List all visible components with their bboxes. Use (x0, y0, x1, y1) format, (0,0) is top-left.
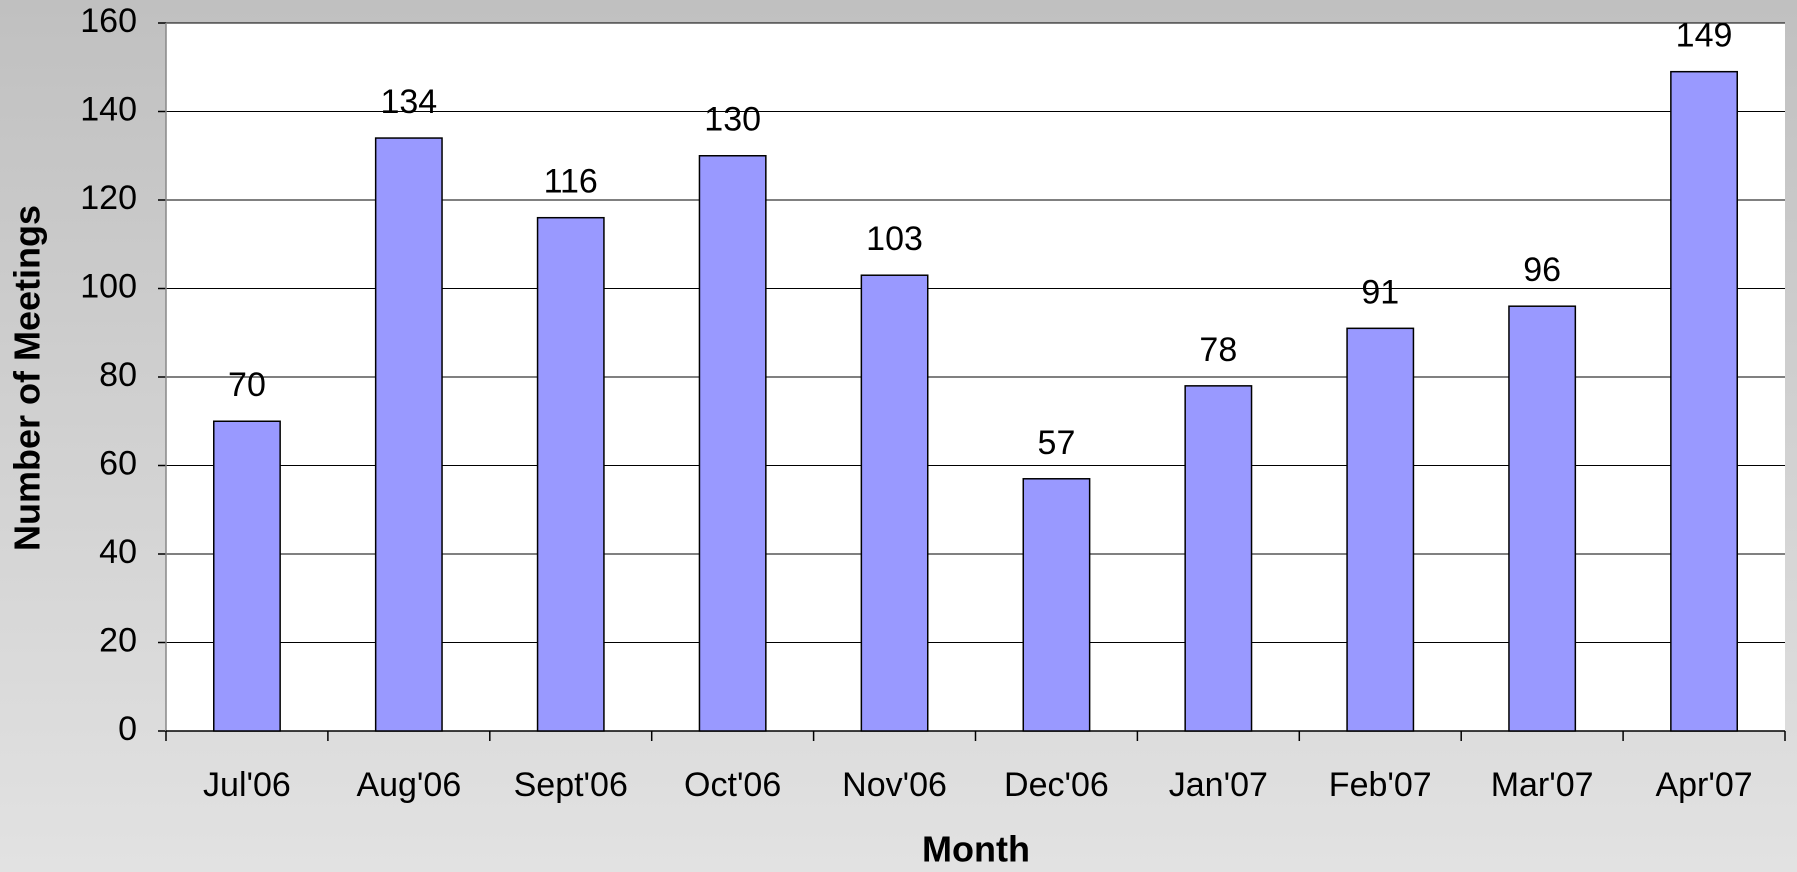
y-tick-label: 40 (99, 533, 137, 571)
data-label: 96 (1523, 251, 1561, 289)
bar (860, 274, 929, 732)
bar (1184, 385, 1253, 732)
y-tick-label: 160 (80, 2, 137, 40)
y-tick-label: 20 (99, 621, 137, 659)
data-label: 78 (1199, 331, 1237, 369)
x-tick-label: Aug'06 (356, 766, 461, 804)
data-label: 57 (1038, 424, 1076, 462)
bar (1670, 70, 1738, 732)
x-tick-label: Dec'06 (1004, 766, 1109, 804)
data-label: 130 (704, 101, 761, 139)
data-label: 70 (228, 366, 266, 404)
bar (374, 137, 443, 732)
y-tick-label: 60 (99, 444, 137, 482)
x-tick-label: Jan'07 (1169, 766, 1268, 804)
y-tick-label: 120 (80, 179, 137, 217)
y-tick-label: 100 (80, 267, 137, 305)
y-tick-label: 140 (80, 90, 137, 128)
x-tick-label: Nov'06 (842, 766, 947, 804)
bar (1346, 327, 1415, 732)
data-label: 149 (1676, 17, 1733, 55)
x-tick-label: Oct'06 (684, 766, 781, 804)
bar (536, 216, 605, 732)
x-tick-label: Feb'07 (1329, 766, 1432, 804)
y-axis-title: Number of Meetings (7, 205, 48, 551)
data-label: 103 (866, 220, 923, 258)
bar (698, 155, 767, 732)
bar (1022, 478, 1091, 732)
y-tick-label: 80 (99, 356, 137, 394)
x-axis-title: Month (922, 829, 1030, 870)
data-label: 134 (380, 83, 437, 121)
x-tick-label: Apr'07 (1655, 766, 1752, 804)
bar (1508, 305, 1577, 732)
y-tick-label: 0 (118, 710, 137, 748)
data-label: 116 (544, 163, 598, 201)
x-tick-label: Jul'06 (203, 766, 291, 804)
data-label: 91 (1361, 273, 1399, 311)
x-tick-label: Mar'07 (1491, 766, 1594, 804)
x-tick-label: Sept'06 (514, 766, 628, 804)
bar (213, 420, 281, 732)
